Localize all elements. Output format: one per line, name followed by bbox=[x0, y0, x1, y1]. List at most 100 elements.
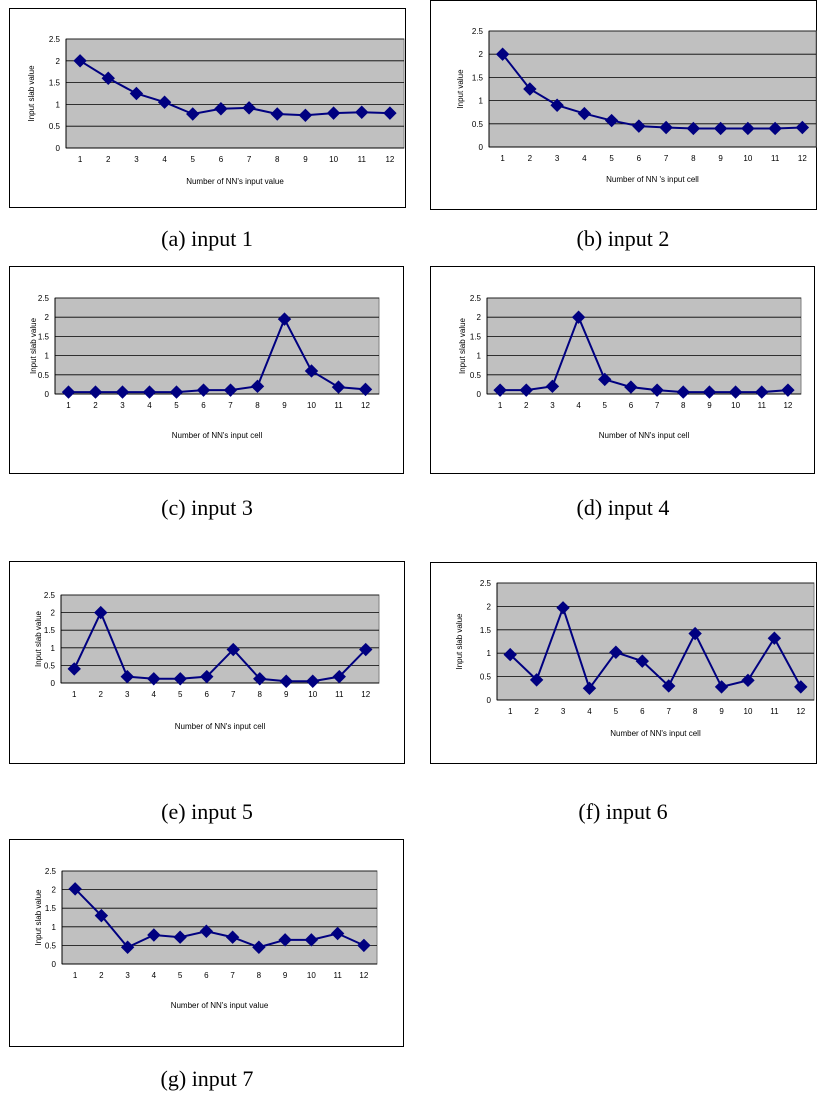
y-axis-label: Input value bbox=[456, 69, 465, 109]
x-tick-label: 8 bbox=[693, 707, 698, 716]
caption-g: (g) input 7 bbox=[160, 1066, 254, 1091]
data-point bbox=[493, 383, 507, 397]
data-point bbox=[713, 121, 728, 136]
x-tick-label: 9 bbox=[282, 401, 287, 410]
x-tick-label: 8 bbox=[691, 154, 696, 163]
data-point bbox=[550, 98, 564, 112]
x-tick-label: 12 bbox=[361, 401, 370, 410]
y-tick-label: 0.5 bbox=[480, 673, 492, 682]
x-tick-label: 8 bbox=[255, 401, 260, 410]
x-tick-label: 1 bbox=[78, 155, 83, 164]
data-point bbox=[529, 673, 544, 687]
x-axis-label: Number of NN's input cell bbox=[175, 722, 266, 731]
data-point bbox=[306, 674, 320, 688]
x-tick-label: 2 bbox=[99, 690, 104, 699]
x-tick-label: 9 bbox=[719, 707, 724, 716]
y-axis-label: Input slab value bbox=[458, 317, 467, 374]
x-tick-label: 4 bbox=[152, 690, 157, 699]
x-tick-label: 5 bbox=[603, 401, 608, 410]
data-point bbox=[330, 926, 345, 941]
data-point bbox=[768, 121, 782, 136]
x-tick-label: 1 bbox=[66, 401, 71, 410]
y-tick-label: 2 bbox=[479, 50, 484, 59]
data-point bbox=[794, 680, 808, 694]
x-tick-label: 5 bbox=[174, 401, 179, 410]
data-point bbox=[225, 930, 240, 944]
x-tick-label: 3 bbox=[120, 401, 125, 410]
chart-panel-d: 0 0.5 1 1.5 2 2.5 1 2 3 4 5 6 7 8 9 10 11 12 Number of NN'… bbox=[430, 266, 815, 474]
y-tick-label: 1 bbox=[45, 352, 50, 361]
data-point bbox=[519, 383, 533, 397]
x-tick-label: 8 bbox=[275, 155, 280, 164]
x-tick-label: 7 bbox=[655, 401, 660, 410]
y-tick-label: 0 bbox=[45, 390, 50, 399]
data-point bbox=[545, 379, 560, 394]
data-point bbox=[101, 71, 115, 85]
x-tick-label: 7 bbox=[664, 154, 669, 163]
data-point bbox=[120, 940, 135, 954]
y-tick-label: 0 bbox=[487, 696, 492, 705]
x-tick-label: 6 bbox=[219, 155, 224, 164]
x-tick-label: 7 bbox=[247, 155, 252, 164]
x-axis-label: Number of NN's input cell bbox=[599, 431, 690, 440]
y-tick-label: 1.5 bbox=[49, 79, 61, 88]
x-tick-label: 5 bbox=[178, 690, 183, 699]
y-axis-label: Input slab value bbox=[27, 65, 36, 122]
y-tick-label: 2 bbox=[56, 57, 61, 66]
x-tick-label: 12 bbox=[385, 155, 394, 164]
data-point bbox=[741, 121, 755, 136]
y-tick-label: 0.5 bbox=[45, 941, 57, 950]
data-point bbox=[332, 669, 346, 684]
data-point bbox=[115, 385, 130, 399]
x-tick-label: 12 bbox=[796, 707, 805, 716]
x-tick-label: 10 bbox=[329, 155, 338, 164]
plot-area bbox=[54, 297, 380, 395]
x-tick-label: 8 bbox=[258, 690, 263, 699]
data-point bbox=[73, 54, 87, 68]
x-axis-label: Number of NN's input value bbox=[186, 177, 284, 186]
data-point bbox=[214, 102, 228, 116]
y-tick-label: 0.5 bbox=[49, 122, 61, 131]
y-tick-label: 2 bbox=[477, 313, 482, 322]
x-tick-label: 4 bbox=[152, 971, 157, 980]
y-tick-label: 0 bbox=[56, 144, 61, 153]
x-tick-label: 9 bbox=[707, 401, 712, 410]
data-point bbox=[676, 385, 690, 399]
x-tick-label: 12 bbox=[359, 971, 368, 980]
x-axis-label: Number of NN's input cell bbox=[610, 729, 701, 738]
y-tick-label: 2.5 bbox=[472, 27, 484, 36]
y-axis-label: Input slab value bbox=[455, 613, 464, 670]
x-tick-label: 1 bbox=[498, 401, 503, 410]
x-tick-label: 2 bbox=[93, 401, 98, 410]
data-point bbox=[277, 312, 292, 326]
y-tick-label: 1 bbox=[52, 923, 57, 932]
x-tick-label: 11 bbox=[770, 707, 779, 716]
x-tick-label: 6 bbox=[640, 707, 645, 716]
y-tick-label: 1 bbox=[56, 100, 61, 109]
y-tick-label: 0 bbox=[477, 390, 482, 399]
chart-panel-b: 0 0.5 1 1.5 2 2.5 1 2 3 4 5 6 7 8 9 10 11 12 Number of NN … bbox=[430, 0, 817, 210]
data-point bbox=[68, 882, 82, 896]
x-tick-label: 2 bbox=[524, 401, 529, 410]
data-point bbox=[624, 380, 638, 394]
y-tick-label: 0 bbox=[52, 960, 57, 969]
data-point bbox=[577, 106, 592, 121]
data-point bbox=[279, 674, 293, 688]
y-tick-label: 2.5 bbox=[49, 35, 61, 44]
data-point bbox=[142, 385, 157, 399]
data-point bbox=[270, 107, 284, 121]
data-point bbox=[61, 385, 76, 399]
x-tick-label: 11 bbox=[758, 401, 767, 410]
data-point bbox=[359, 642, 373, 657]
data-point bbox=[169, 385, 184, 399]
x-tick-label: 7 bbox=[230, 971, 235, 980]
data-point bbox=[88, 385, 103, 399]
y-tick-label: 2.5 bbox=[38, 294, 50, 303]
data-point bbox=[304, 364, 319, 378]
x-tick-label: 5 bbox=[614, 707, 619, 716]
caption-a: (a) input 1 bbox=[161, 226, 253, 251]
data-point bbox=[662, 679, 676, 693]
y-tick-label: 0.5 bbox=[470, 371, 482, 380]
